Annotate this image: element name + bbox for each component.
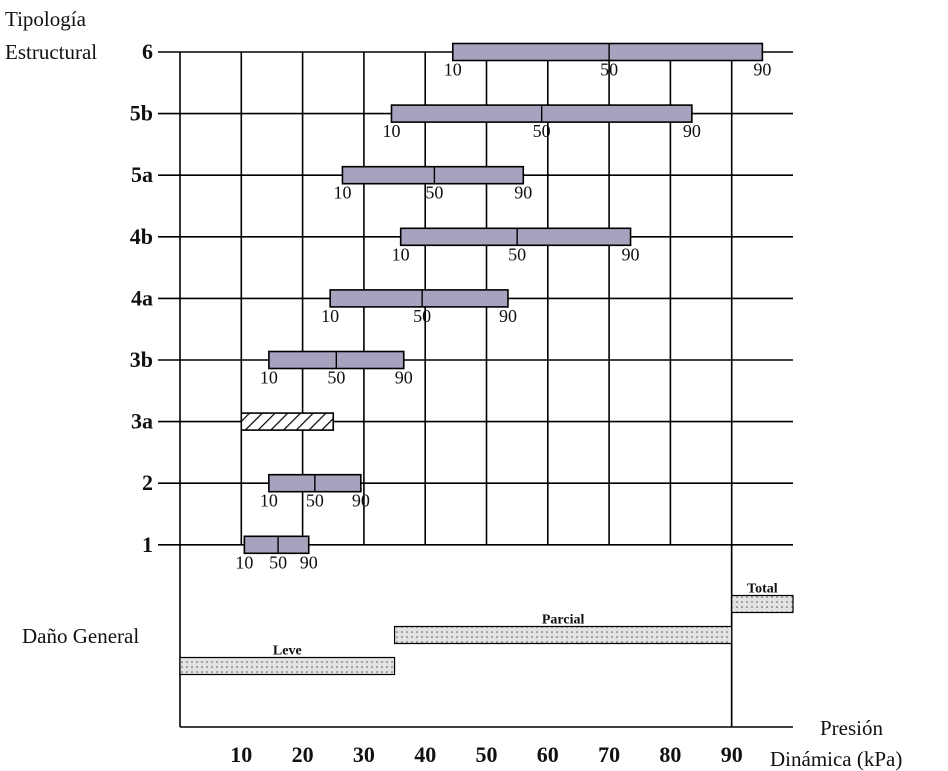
p10-label: 10 [444,60,462,80]
x-tick-label: 30 [353,742,375,767]
p90-label: 90 [352,491,370,511]
x-title-line2: Dinámica (kPa) [770,747,902,771]
damage-bars: Leve Parcial Total [179,582,794,676]
x-title-line1: Presión [820,716,884,740]
x-tick-label: 80 [659,742,681,767]
typology-label: 3a [131,409,153,434]
x-tick-label: 40 [414,742,436,767]
p50-label: 50 [327,368,345,388]
p90-label: 90 [499,306,517,326]
x-tick-label: 20 [292,742,314,767]
typology-label: 5b [130,101,153,126]
range-bar-1 [243,535,310,555]
damage-label: Total [747,582,778,597]
typology-label: 4b [130,224,153,249]
y-title-line2: Estructural [5,40,97,64]
range-bar-5a [341,165,525,185]
p90-label: 90 [300,552,318,572]
p90-label: 90 [683,121,701,141]
typology-label: 4a [131,285,153,310]
damage-bar-leve [179,656,396,676]
p50-label: 50 [269,552,287,572]
p50-label: 50 [600,60,618,80]
p90-label: 90 [395,368,413,388]
typology-label: 3b [130,347,153,372]
x-tick-label: 70 [598,742,620,767]
range-bar-4a [329,289,509,308]
typology-label: 2 [142,470,153,495]
typology-label: 1 [142,532,153,557]
p50-label: 50 [306,491,324,511]
p90-label: 90 [622,244,640,264]
range-bar-4b [399,227,632,247]
p10-label: 10 [392,244,410,264]
p10-label: 10 [382,121,400,141]
p50-label: 50 [508,244,526,264]
p50-label: 50 [533,121,551,141]
p10-label: 10 [260,368,278,388]
p90-label: 90 [753,60,771,80]
x-tick-label: 90 [721,742,743,767]
damage-title: Daño General [22,624,139,648]
typology-label: 5a [131,162,153,187]
p50-label: 50 [425,183,443,203]
p10-label: 10 [235,552,253,572]
p90-label: 90 [514,183,532,203]
p10-label: 10 [260,491,278,511]
range-bar-3a [240,412,335,431]
y-title-line1: Tipología [5,7,87,31]
p10-label: 10 [321,306,339,326]
range-bar-6 [451,42,764,62]
x-tick-label: 60 [537,742,559,767]
damage-label: Parcial [542,613,585,628]
x-tick-label: 50 [476,742,498,767]
damage-label: Leve [273,644,302,659]
damage-bar-parcial [393,625,733,645]
typology-bars: 10 50 90 10 50 90 10 50 90 10 50 90 10 50 90 10 50 90 10 50… [235,42,771,572]
p50-label: 50 [413,306,431,326]
x-tick-label: 10 [230,742,252,767]
damage-bar-total [731,594,794,614]
typology-label: 6 [142,39,153,64]
p10-label: 10 [333,183,351,203]
